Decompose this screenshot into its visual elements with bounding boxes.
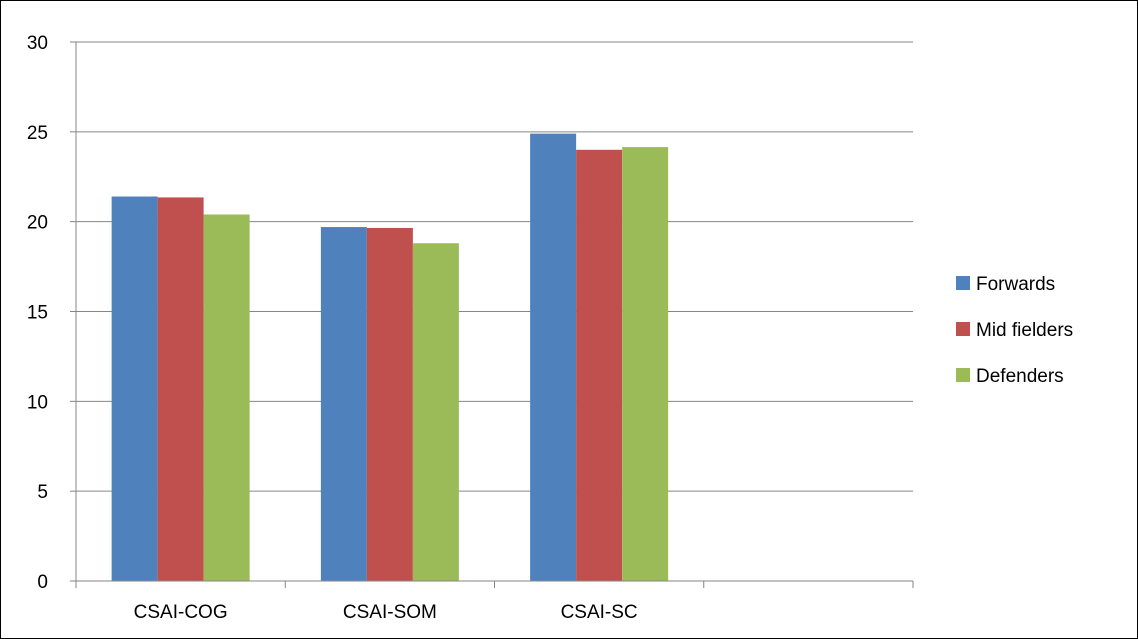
y-tick-label: 0	[37, 572, 48, 593]
legend-swatch-defenders	[956, 368, 970, 382]
legend-swatch-mid-fielders	[956, 322, 970, 336]
y-tick-label: 5	[37, 482, 48, 503]
y-tick-label: 20	[27, 213, 48, 234]
x-category-label: CSAI-SC	[561, 602, 638, 623]
y-tick-label: 15	[27, 303, 48, 324]
bars	[111, 133, 669, 582]
bar-forwards-csai-cog	[111, 196, 158, 581]
bar-forwards-csai-som	[320, 227, 367, 581]
legend-label: Forwards	[976, 274, 1055, 295]
y-tick-label: 30	[27, 33, 48, 54]
legend: Forwards Mid fielders Defenders	[956, 274, 1073, 387]
bar-defenders-csai-sc	[622, 147, 669, 582]
y-tick-label: 10	[27, 392, 48, 413]
legend-label: Defenders	[976, 366, 1064, 387]
y-tick-label: 25	[27, 123, 48, 144]
legend-label: Mid fielders	[976, 320, 1073, 341]
category-labels: CSAI-COG CSAI-SOM CSAI-SC	[134, 602, 638, 623]
bar-forwards-csai-sc	[530, 133, 577, 581]
x-category-label: CSAI-COG	[134, 602, 228, 623]
bar-mid-fielders-csai-cog	[157, 197, 204, 581]
bar-mid-fielders-csai-som	[366, 227, 413, 581]
axes	[70, 41, 914, 588]
y-tick-labels: 0 5 10 15 20 25 30	[27, 33, 48, 593]
x-category-label: CSAI-SOM	[343, 602, 437, 623]
bar-defenders-csai-cog	[203, 214, 250, 582]
legend-swatch-forwards	[956, 276, 970, 290]
bar-defenders-csai-som	[412, 243, 459, 581]
bar-mid-fielders-csai-sc	[576, 149, 623, 582]
